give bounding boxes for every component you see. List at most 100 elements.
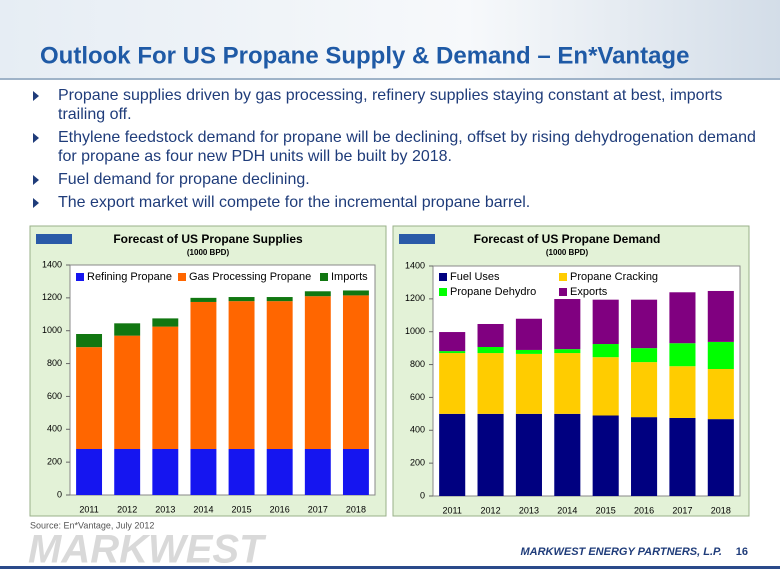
x-tick-label: 2017: [672, 505, 692, 515]
bullet-text: Fuel demand for propane declining.: [58, 171, 310, 188]
bar-segment: [669, 417, 696, 496]
bar-segment: [152, 449, 179, 495]
bullet-text: The export market will compete for the i…: [58, 194, 530, 211]
bar-segment: [342, 449, 369, 495]
bar-segment: [477, 353, 504, 414]
bar-segment: [76, 347, 103, 449]
source-note: Source: En*Vantage, July 2012: [30, 520, 154, 530]
y-tick-label: 1000: [405, 326, 425, 336]
y-tick-label: 600: [47, 391, 62, 401]
bar-segment: [76, 449, 103, 495]
bar-segment: [631, 299, 658, 349]
legend-swatch: [178, 273, 186, 281]
legend-label: Fuel Uses: [450, 271, 500, 283]
bullet-text: Propane supplies driven by gas processin…: [58, 87, 722, 123]
x-tick-label: 2014: [557, 505, 577, 515]
bar-segment: [228, 449, 255, 495]
bar-segment: [477, 413, 504, 496]
y-tick-label: 0: [57, 489, 62, 499]
bar-segment: [631, 417, 658, 496]
chart-subtitle: (1000 BPD): [187, 248, 230, 257]
bar-segment: [515, 349, 542, 354]
bar-segment: [669, 343, 696, 367]
bar-segment: [515, 413, 542, 496]
legend-label: Gas Processing Propane: [189, 271, 311, 283]
bar-segment: [152, 318, 179, 327]
legend-label: Exports: [570, 286, 608, 298]
bar-segment: [439, 332, 466, 352]
x-tick-label: 2018: [346, 504, 366, 514]
footer-rule: [0, 566, 780, 569]
legend-label: Propane Dehydro: [450, 286, 536, 298]
legend-swatch: [559, 273, 567, 281]
x-tick-label: 2012: [117, 504, 137, 514]
legend-swatch: [559, 288, 567, 296]
logo: [36, 234, 72, 244]
bar-segment: [554, 349, 581, 354]
bar-segment: [76, 334, 103, 348]
y-tick-label: 400: [410, 425, 425, 435]
footer-company: MARKWEST ENERGY PARTNERS, L.P.: [521, 546, 723, 558]
bullet-arrow: [33, 198, 39, 208]
bar-segment: [342, 295, 369, 449]
bar-segment: [669, 366, 696, 418]
y-tick-label: 1400: [42, 259, 62, 269]
page-number: 16: [736, 546, 748, 558]
bar-segment: [707, 369, 734, 420]
y-tick-label: 800: [47, 358, 62, 368]
y-tick-label: 1000: [42, 325, 62, 335]
x-tick-label: 2015: [232, 504, 252, 514]
bar-segment: [439, 413, 466, 496]
bar-segment: [554, 353, 581, 414]
y-tick-label: 600: [410, 392, 425, 402]
bar-segment: [114, 335, 141, 449]
y-tick-label: 200: [410, 458, 425, 468]
bar-segment: [228, 297, 255, 302]
legend-swatch: [439, 288, 447, 296]
bar-segment: [342, 290, 369, 296]
bar-segment: [707, 341, 734, 370]
bar-segment: [304, 291, 331, 297]
bar-segment: [439, 353, 466, 414]
bar-segment: [592, 299, 619, 345]
bullet-arrow: [33, 133, 39, 143]
bullet-list: Propane supplies driven by gas processin…: [33, 87, 756, 211]
bar-segment: [266, 449, 293, 495]
bar-segment: [228, 301, 255, 449]
bar-segment: [592, 415, 619, 496]
bar-segment: [152, 326, 179, 449]
bar-segment: [669, 292, 696, 344]
bar-segment: [304, 296, 331, 449]
y-tick-label: 800: [410, 359, 425, 369]
bar-segment: [114, 449, 141, 495]
bar-segment: [515, 353, 542, 414]
y-tick-label: 1200: [405, 293, 425, 303]
legend-swatch: [76, 273, 84, 281]
bar-segment: [190, 301, 217, 449]
bullet-arrow: [33, 91, 39, 101]
bar-segment: [631, 348, 658, 363]
header-rule: [0, 78, 780, 80]
x-tick-label: 2013: [155, 504, 175, 514]
chart-title: Forecast of US Propane Supplies: [113, 232, 303, 246]
x-tick-label: 2017: [308, 504, 328, 514]
bar-segment: [554, 413, 581, 496]
legend-swatch: [320, 273, 328, 281]
bar-segment: [477, 323, 504, 347]
bar-segment: [554, 299, 581, 350]
x-tick-label: 2012: [481, 505, 501, 515]
bar-segment: [266, 301, 293, 449]
legend-label: Propane Cracking: [570, 271, 658, 283]
x-tick-label: 2016: [634, 505, 654, 515]
bar-segment: [592, 357, 619, 416]
logo: [399, 234, 435, 244]
watermark: MARKWEST: [28, 528, 267, 572]
bar-segment: [631, 362, 658, 418]
slide-title: Outlook For US Propane Supply & Demand –…: [40, 42, 689, 69]
bar-segment: [304, 449, 331, 495]
bar-segment: [477, 346, 504, 354]
x-tick-label: 2016: [270, 504, 290, 514]
bullet-text: Ethylene feedstock demand for propane wi…: [58, 129, 756, 165]
y-tick-label: 400: [47, 424, 62, 434]
